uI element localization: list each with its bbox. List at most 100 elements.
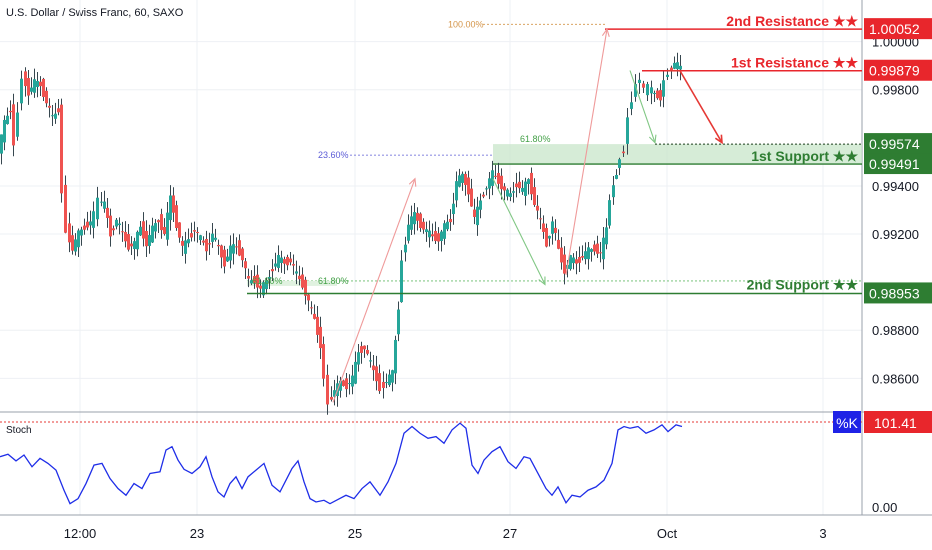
candle-body [416, 212, 419, 221]
candle-body [80, 229, 83, 236]
candle-body [422, 221, 425, 230]
red-projection-arrow [679, 70, 723, 144]
candle-body [407, 224, 410, 241]
candle-body [618, 159, 621, 168]
candle-body [139, 226, 142, 236]
candle-body [214, 237, 217, 240]
candle-body [304, 279, 307, 296]
candle-body [163, 226, 166, 234]
candle-body [622, 151, 625, 154]
candle-body [151, 225, 154, 243]
candle-body [452, 203, 455, 215]
candle-body [533, 187, 536, 205]
candle-body [71, 235, 74, 251]
price-badge [864, 153, 932, 175]
candle-body [130, 243, 133, 247]
price-badge-label: 0.99879 [869, 63, 920, 79]
fib-label-61-8-left: 61.80% [252, 276, 283, 286]
stoch-value-label: 101.41 [874, 415, 917, 431]
candle-body [27, 78, 30, 96]
candle-body [382, 381, 385, 388]
candle-body [509, 193, 512, 198]
candle-body [205, 239, 208, 252]
candle-body [181, 240, 184, 246]
candle-body [190, 233, 193, 238]
candle-body [539, 218, 542, 220]
candle-body [494, 175, 497, 177]
candle-body [57, 108, 60, 113]
candle-body [378, 373, 381, 392]
resistance-1-label: 1st Resistance ★★ [731, 55, 858, 71]
candle-body [434, 230, 437, 241]
fib-label-23-6: 23.60% [318, 150, 349, 160]
stoch-k-badge-label: %K [836, 415, 858, 431]
candle-body [521, 187, 524, 192]
candle-body [476, 206, 479, 226]
arrow-head [648, 134, 657, 144]
stoch-k-badge [833, 411, 861, 433]
candle-body [42, 78, 45, 97]
candle-body [575, 259, 578, 264]
price-badge-label: 0.98953 [869, 285, 920, 301]
candle-body [470, 188, 473, 207]
candle-body [12, 104, 15, 146]
candle-body [394, 339, 397, 374]
candle-body [666, 74, 669, 77]
candle-body [375, 366, 378, 382]
time-tick-label: 23 [190, 526, 204, 541]
candle-body [226, 256, 229, 262]
candle-body [244, 261, 247, 269]
candle-body [596, 243, 599, 254]
time-tick-label: Oct [657, 526, 678, 541]
candle-body [33, 79, 36, 93]
stoch-title: Stoch [6, 425, 32, 436]
candle-body [372, 365, 375, 371]
candle-body [136, 231, 139, 250]
candle-body [103, 201, 106, 209]
candle-body [220, 245, 223, 258]
red-projection-arrow [332, 178, 416, 403]
candle-body [630, 102, 633, 109]
candle-body [500, 175, 503, 190]
candle-body [256, 274, 259, 288]
price-badge [864, 18, 932, 40]
candle-body [590, 249, 593, 252]
candle-body [524, 181, 527, 197]
candle-body [425, 229, 428, 233]
candle-body [536, 205, 539, 211]
candle-body [124, 231, 127, 242]
price-badge [864, 59, 932, 81]
candle-body [488, 178, 491, 189]
candle-body [605, 227, 608, 245]
candle-body [253, 275, 256, 283]
candle-body [60, 104, 63, 194]
candle-body [506, 189, 509, 197]
symbol-title: U.S. Dollar / Swiss Franc, 60, SAXO [6, 7, 184, 19]
candle-body [202, 240, 205, 243]
candle-body [642, 83, 645, 88]
candle-body [578, 256, 581, 263]
price-tick-label: 0.98600 [872, 371, 919, 386]
candle-body [319, 326, 322, 349]
candle-body [458, 175, 461, 187]
candle-body [354, 361, 357, 384]
candle-body [593, 244, 596, 252]
candle-body [295, 271, 298, 274]
candle-body [557, 239, 560, 249]
price-tick-label: 0.98800 [872, 323, 919, 338]
time-tick-label: 12:00 [64, 526, 97, 541]
candle-body [247, 276, 250, 279]
price-badge [864, 282, 932, 304]
candle-body [587, 247, 590, 260]
candle-body [232, 244, 235, 254]
candle-body [45, 90, 48, 104]
candle-body [518, 181, 521, 189]
candle-body [268, 276, 271, 279]
candle-body [548, 235, 551, 239]
candle-body [348, 383, 351, 385]
candle-body [86, 221, 89, 228]
candle-body [491, 170, 494, 186]
candle-body [211, 233, 214, 242]
candle-body [363, 345, 366, 350]
